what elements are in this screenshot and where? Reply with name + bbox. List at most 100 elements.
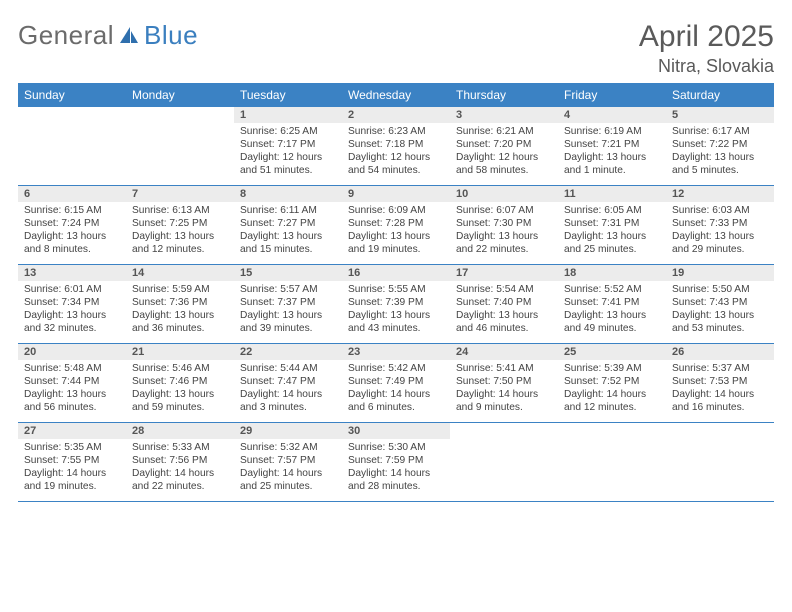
sunset-text: Sunset: 7:30 PM [456, 217, 552, 230]
sunrise-text: Sunrise: 5:57 AM [240, 283, 336, 296]
daylight-text: Daylight: 13 hours and 25 minutes. [564, 230, 660, 256]
daylight-text: Daylight: 13 hours and 12 minutes. [132, 230, 228, 256]
weekday-wed: Wednesday [342, 83, 450, 107]
sunset-text: Sunset: 7:55 PM [24, 454, 120, 467]
sunrise-text: Sunrise: 5:48 AM [24, 362, 120, 375]
day-number: 3 [450, 107, 558, 123]
weekday-sat: Saturday [666, 83, 774, 107]
daylight-text: Daylight: 13 hours and 29 minutes. [672, 230, 768, 256]
sunrise-text: Sunrise: 6:21 AM [456, 125, 552, 138]
sunrise-text: Sunrise: 6:25 AM [240, 125, 336, 138]
calendar-cell: 4 Sunrise: 6:19 AMSunset: 7:21 PMDaylight… [558, 107, 666, 185]
sunrise-text: Sunrise: 5:44 AM [240, 362, 336, 375]
sunset-text: Sunset: 7:24 PM [24, 217, 120, 230]
calendar-cell: 26Sunrise: 5:37 AMSunset: 7:53 PMDayligh… [666, 344, 774, 422]
sunset-text: Sunset: 7:52 PM [564, 375, 660, 388]
sunrise-text: Sunrise: 5:41 AM [456, 362, 552, 375]
day-number: 12 [666, 186, 774, 202]
day-number: 11 [558, 186, 666, 202]
calendar-cell: 1Sunrise: 6:25 AMSunset: 7:17 PMDaylight… [234, 107, 342, 185]
calendar-cell: 15 Sunrise: 5:57 AMSunset: 7:37 PMDayligh… [234, 265, 342, 343]
sunset-text: Sunset: 7:43 PM [672, 296, 768, 309]
day-number: 18 [558, 265, 666, 281]
daylight-text: Daylight: 14 hours and 22 minutes. [132, 467, 228, 493]
daylight-text: Daylight: 14 hours and 25 minutes. [240, 467, 336, 493]
calendar-cell [126, 107, 234, 185]
daylight-text: Daylight: 13 hours and 22 minutes. [456, 230, 552, 256]
calendar-cell: 18Sunrise: 5:52 AMSunset: 7:41 PMDayligh… [558, 265, 666, 343]
sunrise-text: Sunrise: 5:46 AM [132, 362, 228, 375]
daylight-text: Daylight: 14 hours and 3 minutes. [240, 388, 336, 414]
daylight-text: Daylight: 13 hours and 5 minutes. [672, 151, 768, 177]
calendar-cell: 21Sunrise: 5:46 AMSunset: 7:46 PMDayligh… [126, 344, 234, 422]
week-row: 27Sunrise: 5:35 AMSunset: 7:55 PMDayligh… [18, 423, 774, 502]
calendar-cell: 29Sunrise: 5:32 AMSunset: 7:57 PMDayligh… [234, 423, 342, 501]
header: General Blue April 2025 Nitra, Slovakia [18, 20, 774, 77]
sunset-text: Sunset: 7:44 PM [24, 375, 120, 388]
sunrise-text: Sunrise: 5:32 AM [240, 441, 336, 454]
logo-sail-icon [118, 25, 140, 47]
sunset-text: Sunset: 7:28 PM [348, 217, 444, 230]
day-number: 16 [342, 265, 450, 281]
calendar-cell [18, 107, 126, 185]
daylight-text: Daylight: 13 hours and 36 minutes. [132, 309, 228, 335]
weekday-mon: Monday [126, 83, 234, 107]
sunset-text: Sunset: 7:57 PM [240, 454, 336, 467]
day-number: 15 [234, 265, 342, 281]
sunset-text: Sunset: 7:21 PM [564, 138, 660, 151]
sunset-text: Sunset: 7:22 PM [672, 138, 768, 151]
daylight-text: Daylight: 13 hours and 39 minutes. [240, 309, 336, 335]
calendar-cell: 2Sunrise: 6:23 AMSunset: 7:18 PMDaylight… [342, 107, 450, 185]
daylight-text: Daylight: 13 hours and 56 minutes. [24, 388, 120, 414]
calendar-cell: 11Sunrise: 6:05 AMSunset: 7:31 PMDayligh… [558, 186, 666, 264]
daylight-text: Daylight: 14 hours and 19 minutes. [24, 467, 120, 493]
sunset-text: Sunset: 7:39 PM [348, 296, 444, 309]
daylight-text: Daylight: 13 hours and 19 minutes. [348, 230, 444, 256]
sunset-text: Sunset: 7:41 PM [564, 296, 660, 309]
sunset-text: Sunset: 7:59 PM [348, 454, 444, 467]
day-number: 22 [234, 344, 342, 360]
calendar-cell: 5Sunrise: 6:17 AMSunset: 7:22 PMDaylight… [666, 107, 774, 185]
calendar-cell: 30Sunrise: 5:30 AMSunset: 7:59 PMDayligh… [342, 423, 450, 501]
calendar-cell: 9Sunrise: 6:09 AMSunset: 7:28 PMDaylight… [342, 186, 450, 264]
calendar-cell: 7Sunrise: 6:13 AMSunset: 7:25 PMDaylight… [126, 186, 234, 264]
daylight-text: Daylight: 13 hours and 15 minutes. [240, 230, 336, 256]
sunset-text: Sunset: 7:56 PM [132, 454, 228, 467]
sunset-text: Sunset: 7:27 PM [240, 217, 336, 230]
week-row: 6Sunrise: 6:15 AMSunset: 7:24 PMDaylight… [18, 186, 774, 265]
day-number: 6 [18, 186, 126, 202]
sunrise-text: Sunrise: 6:01 AM [24, 283, 120, 296]
day-number: 19 [666, 265, 774, 281]
sunset-text: Sunset: 7:47 PM [240, 375, 336, 388]
day-number: 7 [126, 186, 234, 202]
daylight-text: Daylight: 12 hours and 58 minutes. [456, 151, 552, 177]
calendar-cell: 3 Sunrise: 6:21 AMSunset: 7:20 PMDaylight… [450, 107, 558, 185]
sunset-text: Sunset: 7:31 PM [564, 217, 660, 230]
daylight-text: Daylight: 14 hours and 28 minutes. [348, 467, 444, 493]
sunset-text: Sunset: 7:20 PM [456, 138, 552, 151]
weekday-thu: Thursday [450, 83, 558, 107]
day-number: 30 [342, 423, 450, 439]
weekday-fri: Friday [558, 83, 666, 107]
calendar-cell: 10Sunrise: 6:07 AMSunset: 7:30 PMDayligh… [450, 186, 558, 264]
day-number: 14 [126, 265, 234, 281]
daylight-text: Daylight: 14 hours and 6 minutes. [348, 388, 444, 414]
daylight-text: Daylight: 14 hours and 16 minutes. [672, 388, 768, 414]
day-number: 13 [18, 265, 126, 281]
sunset-text: Sunset: 7:53 PM [672, 375, 768, 388]
sunrise-text: Sunrise: 6:11 AM [240, 204, 336, 217]
calendar-cell: 6Sunrise: 6:15 AMSunset: 7:24 PMDaylight… [18, 186, 126, 264]
day-number: 4 [558, 107, 666, 123]
sunrise-text: Sunrise: 5:54 AM [456, 283, 552, 296]
calendar-cell [558, 423, 666, 501]
day-number: 28 [126, 423, 234, 439]
sunrise-text: Sunrise: 6:13 AM [132, 204, 228, 217]
sunrise-text: Sunrise: 5:55 AM [348, 283, 444, 296]
sunset-text: Sunset: 7:37 PM [240, 296, 336, 309]
daylight-text: Daylight: 13 hours and 59 minutes. [132, 388, 228, 414]
day-number: 27 [18, 423, 126, 439]
sunrise-text: Sunrise: 6:19 AM [564, 125, 660, 138]
daylight-text: Daylight: 13 hours and 46 minutes. [456, 309, 552, 335]
daylight-text: Daylight: 13 hours and 1 minute. [564, 151, 660, 177]
day-number: 9 [342, 186, 450, 202]
